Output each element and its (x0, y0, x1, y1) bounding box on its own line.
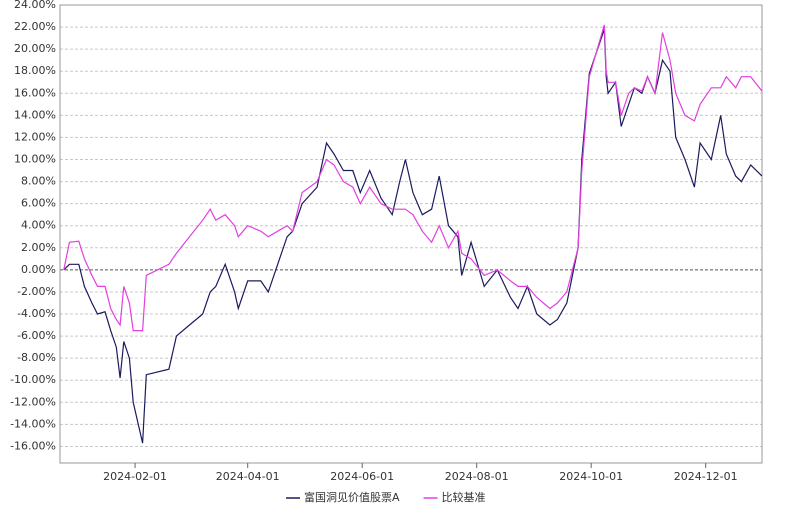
y-tick-label: 8.00% (21, 175, 56, 188)
y-tick-label: -14.00% (10, 417, 56, 430)
series-line (63, 24, 763, 332)
y-tick-label: -10.00% (10, 373, 56, 386)
plot-border (59, 4, 763, 464)
x-tick-label: 2024-02-01 (103, 470, 167, 483)
y-tick-label: -8.00% (17, 351, 56, 364)
y-tick-label: -4.00% (17, 307, 56, 320)
legend-label: 富国洞见价值股票A (304, 490, 400, 504)
y-tick-label: 22.00% (14, 20, 56, 33)
y-tick-label: -12.00% (10, 395, 56, 408)
y-tick-label: -2.00% (17, 285, 56, 298)
x-tick-label: 2024-04-01 (216, 470, 280, 483)
y-tick-label: 2.00% (21, 241, 56, 254)
legend-label: 比较基准 (442, 490, 486, 504)
y-tick-label: -6.00% (17, 329, 56, 342)
y-tick-label: -16.00% (10, 439, 56, 452)
y-tick-label: 16.00% (14, 86, 56, 99)
y-tick-label: 4.00% (21, 219, 56, 232)
y-tick-label: 20.00% (14, 42, 56, 55)
x-tick-label: 2024-08-01 (445, 470, 509, 483)
y-tick-label: 12.00% (14, 130, 56, 143)
y-tick-label: 18.00% (14, 64, 56, 77)
y-tick-label: 6.00% (21, 197, 56, 210)
y-tick-label: 0.00% (21, 263, 56, 276)
x-tick-label: 2024-10-01 (559, 470, 623, 483)
x-tick-label: 2024-12-01 (674, 470, 738, 483)
y-tick-label: 24.00% (14, 0, 56, 11)
y-tick-label: 10.00% (14, 153, 56, 166)
x-tick-label: 2024-06-01 (330, 470, 394, 483)
series-line (63, 29, 763, 444)
y-tick-label: 14.00% (14, 108, 56, 121)
